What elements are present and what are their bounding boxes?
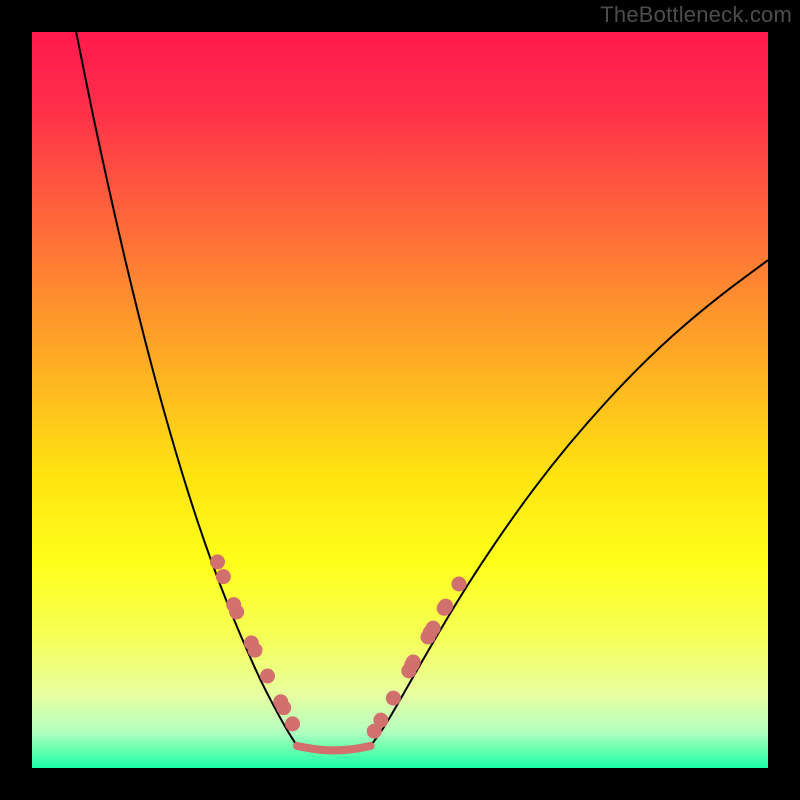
gradient-background — [32, 32, 768, 768]
data-marker — [229, 604, 244, 619]
data-marker — [426, 621, 441, 636]
chart-svg — [32, 32, 768, 768]
data-marker — [386, 691, 401, 706]
data-marker — [216, 569, 231, 584]
curve-bottom-segment — [297, 746, 371, 750]
data-marker — [285, 716, 300, 731]
data-marker — [260, 669, 275, 684]
data-marker — [248, 643, 263, 658]
data-marker — [437, 601, 452, 616]
data-marker — [401, 663, 416, 678]
data-marker — [373, 713, 388, 728]
data-marker — [276, 700, 291, 715]
data-marker — [210, 554, 225, 569]
data-marker — [451, 577, 466, 592]
watermark-text: TheBottleneck.com — [600, 2, 792, 28]
chart-container: TheBottleneck.com — [0, 0, 800, 800]
plot-area — [32, 32, 768, 768]
